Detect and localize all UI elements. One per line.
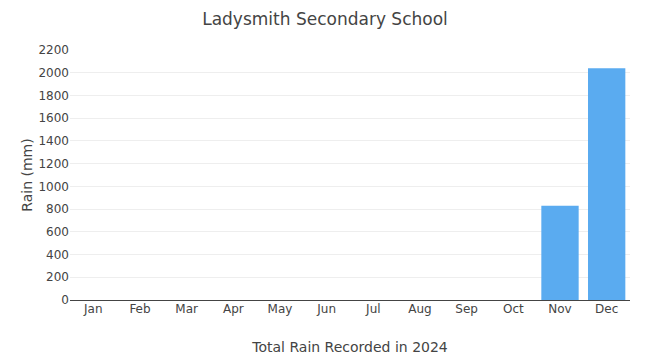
svg-text:Feb: Feb (129, 302, 150, 316)
svg-text:200: 200 (46, 270, 69, 284)
svg-text:May: May (268, 302, 293, 316)
svg-text:1200: 1200 (38, 157, 69, 171)
svg-text:2000: 2000 (38, 66, 69, 80)
svg-text:800: 800 (46, 202, 69, 216)
svg-text:Dec: Dec (595, 302, 618, 316)
svg-text:Total Rain Recorded in 2024: Total Rain Recorded in 2024 (251, 339, 448, 355)
svg-text:Jun: Jun (316, 302, 336, 316)
svg-text:Aug: Aug (408, 302, 431, 316)
svg-text:Sep: Sep (455, 302, 478, 316)
svg-text:Nov: Nov (548, 302, 571, 316)
svg-text:1400: 1400 (38, 134, 69, 148)
svg-text:1800: 1800 (38, 89, 69, 103)
svg-text:2200: 2200 (38, 43, 69, 57)
svg-text:Jan: Jan (83, 302, 103, 316)
svg-text:1600: 1600 (38, 111, 69, 125)
svg-text:600: 600 (46, 225, 69, 239)
svg-text:Mar: Mar (175, 302, 198, 316)
svg-text:0: 0 (61, 293, 69, 307)
svg-text:400: 400 (46, 248, 69, 262)
svg-text:Apr: Apr (223, 302, 244, 316)
svg-text:Ladysmith Secondary School: Ladysmith Secondary School (202, 9, 448, 29)
svg-text:Jul: Jul (365, 302, 380, 316)
svg-text:1000: 1000 (38, 180, 69, 194)
svg-text:Oct: Oct (503, 302, 524, 316)
svg-text:Rain (mm): Rain (mm) (19, 138, 35, 211)
